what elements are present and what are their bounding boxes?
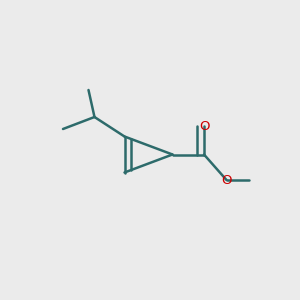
Text: O: O xyxy=(221,173,232,187)
Text: O: O xyxy=(199,119,209,133)
